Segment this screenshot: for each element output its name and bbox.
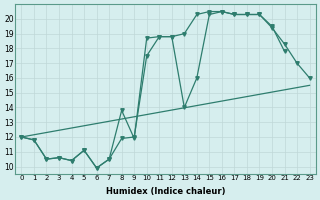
X-axis label: Humidex (Indice chaleur): Humidex (Indice chaleur) xyxy=(106,187,225,196)
